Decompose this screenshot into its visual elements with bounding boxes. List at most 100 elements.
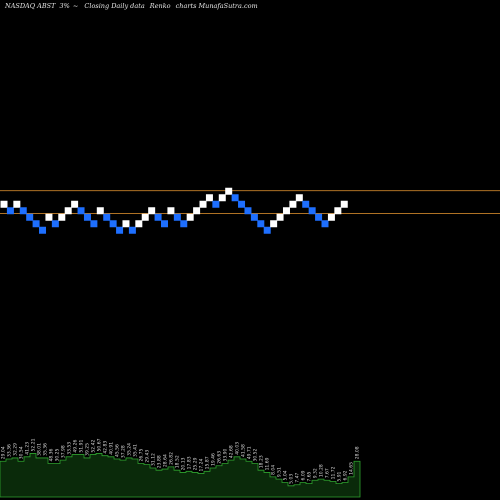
renko-brick-up — [13, 200, 21, 208]
volume-label: 35.24 — [127, 443, 133, 456]
header-site: charts MunafaSutra.com — [176, 2, 258, 10]
volume-label: 49.71 — [247, 446, 253, 459]
volume-label: 11.69 — [265, 457, 271, 470]
volume-label: 41.23 — [25, 442, 31, 455]
volume-label: 35.36 — [43, 443, 49, 456]
renko-brick-down — [83, 213, 91, 221]
volume-label: 20.13 — [181, 457, 187, 470]
renko-brick-down — [302, 200, 310, 208]
volume-label: 25.29 — [193, 457, 199, 470]
renko-brick-down — [90, 220, 98, 228]
volume-label: 9.51 — [277, 467, 283, 477]
renko-brick-up — [148, 207, 156, 215]
header-chart-kind: Renko — [149, 2, 171, 10]
renko-brick-up — [225, 187, 233, 195]
volume-label: 26.82 — [169, 452, 175, 465]
header-description: Closing Daily data — [84, 2, 144, 10]
renko-brick-up — [218, 194, 226, 202]
volume-label: 42.68 — [229, 445, 235, 458]
volume-label: 40.03 — [235, 442, 241, 455]
volume-label: 18.23 — [259, 455, 265, 468]
renko-brick-up — [135, 220, 143, 228]
renko-brick-up — [167, 207, 175, 215]
volume-label: 7.65 — [307, 471, 313, 481]
volume-label: 37.28 — [121, 445, 127, 458]
volume-label: 33.36 — [7, 444, 13, 457]
renko-brick-down — [244, 207, 252, 215]
volume-area — [0, 453, 361, 498]
volume-label: 11.72 — [331, 466, 337, 479]
renko-brick-up — [58, 213, 66, 221]
renko-brick-down — [109, 220, 117, 228]
renko-brick-up — [205, 194, 213, 202]
renko-brick-down — [257, 220, 265, 228]
renko-brick-up — [327, 213, 335, 221]
volume-label: 6.09 — [301, 470, 307, 480]
volume-label: 30.52 — [253, 448, 259, 461]
renko-brick-up — [71, 200, 79, 208]
header-change: 3% — [59, 2, 69, 10]
volume-label: 18.52 — [175, 455, 181, 468]
renko-brick-down — [161, 220, 168, 228]
volume-label: 5.04 — [283, 470, 289, 480]
renko-brick-up — [340, 200, 348, 208]
renko-brick-down — [77, 207, 85, 215]
volume-label: 37.98 — [61, 445, 67, 458]
volume-label: 7.67 — [325, 468, 331, 478]
renko-brick-down — [250, 213, 258, 221]
header-symbol: NASDAQ ABST — [4, 2, 56, 10]
volume-label: 26.63 — [217, 451, 223, 464]
volume-label: 28.64 — [163, 454, 169, 467]
volume-label: 31.12 — [151, 453, 157, 466]
volume-label: 48.36 — [49, 448, 55, 461]
volume-label: 14.65 — [349, 462, 355, 475]
renko-brick-up — [186, 213, 194, 221]
renko-bricks — [0, 187, 348, 234]
renko-brick-down — [315, 213, 323, 221]
renko-brick-up — [270, 220, 278, 228]
volume-label: 28.08 — [355, 446, 361, 459]
renko-brick-down — [26, 213, 34, 221]
volume-label: 35.41 — [133, 444, 139, 457]
renko-brick-down — [321, 220, 329, 228]
volume-label: 29.43 — [145, 450, 151, 463]
volume-label: 32.29 — [13, 443, 19, 456]
volume-label: 30.54 — [19, 446, 25, 459]
renko-brick-down — [263, 226, 271, 234]
renko-brick-up — [45, 213, 53, 221]
renko-brick-up — [289, 200, 297, 208]
volume-label: 9.32 — [313, 468, 319, 478]
volume-label: 23.88 — [157, 455, 163, 468]
volume-label: 7.47 — [295, 473, 301, 483]
renko-brick-up — [64, 207, 72, 215]
volume-label: 17.24 — [199, 459, 205, 472]
volume-label: 5.91 — [337, 471, 343, 481]
header-arrow: ~ — [73, 2, 78, 10]
renko-brick-down — [6, 207, 14, 215]
volume-label: 42.83 — [103, 441, 109, 454]
renko-brick-down — [39, 226, 47, 234]
volume-label: 33.53 — [67, 442, 73, 455]
volume-panel: 29.04 33.36 32.29 30.54 41.23 52.21 38.01 35.36… — [0, 438, 361, 498]
volume-label: 49.26 — [73, 440, 79, 453]
renko-brick-down — [154, 213, 162, 221]
volume-label: 17.83 — [187, 456, 193, 469]
volume-label: 45.56 — [115, 444, 121, 457]
volume-label: 15.87 — [205, 456, 211, 469]
volume-label: 40.91 — [109, 442, 115, 455]
renko-brick-up — [199, 200, 207, 208]
renko-brick-down — [173, 213, 181, 221]
volume-label: 29.04 — [1, 446, 7, 459]
volume-label: 6.92 — [343, 470, 349, 480]
renko-brick-down — [180, 220, 188, 228]
volume-label: 51.91 — [79, 440, 85, 453]
renko-brick-up — [276, 213, 284, 221]
renko-brick-up — [334, 207, 342, 215]
chart-header: NASDAQ ABST 3% ~ Closing Daily data Renk… — [4, 2, 258, 10]
volume-label: 50.67 — [97, 438, 103, 451]
renko-brick-down — [19, 207, 27, 215]
renko-brick-up — [122, 220, 130, 228]
volume-label: 5.03 — [289, 474, 295, 484]
